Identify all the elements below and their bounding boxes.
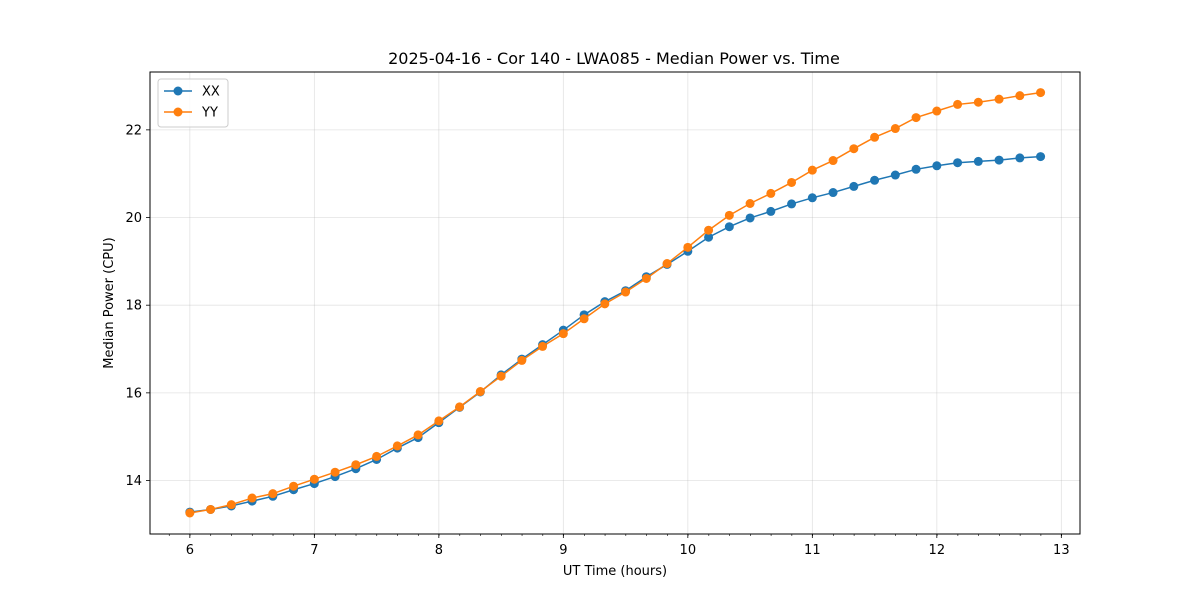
data-point-yy [641,273,651,283]
x-tick-label: 12 [929,543,946,558]
data-point-yy [1015,91,1025,101]
data-point-yy [1036,88,1046,98]
data-point-yy [704,225,714,235]
legend-label-xx: XX [202,85,220,100]
data-point-xx [890,170,900,180]
x-tick-label: 11 [804,543,821,558]
data-point-yy [392,441,402,451]
plot-frame [149,71,1081,535]
data-point-yy [330,467,340,477]
data-point-yy [558,329,568,339]
data-point-xx [994,155,1004,165]
y-axis: 14 16 18 20 22 [125,123,150,489]
data-point-yy [890,124,900,134]
legend-label-yy: YY [201,106,218,121]
data-point-yy [621,287,631,297]
data-point-yy [496,371,506,381]
data-point-xx [807,193,817,203]
data-point-yy [268,489,278,499]
data-point-xx [745,213,755,223]
legend-item-yy[interactable]: YY [164,106,218,121]
y-tick-label: 14 [125,474,142,489]
data-point-yy [413,430,423,440]
data-point-yy [372,451,382,461]
data-point-yy [662,259,672,269]
data-point-yy [475,387,485,397]
data-point-yy [828,156,838,166]
data-point-yy [434,416,444,426]
data-point-xx [1036,152,1046,162]
data-point-yy [455,402,465,412]
data-point-yy [849,144,859,154]
series-yy [185,88,1046,518]
x-tick-label: 6 [186,543,194,558]
data-point-xx [932,161,942,171]
data-point-xx [828,188,838,198]
data-point-xx [911,164,921,174]
x-tick-label: 10 [680,543,697,558]
data-point-yy [185,508,195,518]
data-point-yy [745,198,755,208]
data-point-yy [807,165,817,175]
data-point-yy [766,188,776,198]
y-tick-label: 18 [125,299,142,314]
data-point-yy [538,341,548,351]
data-point-yy [247,493,257,503]
data-point-yy [309,474,319,484]
data-point-xx [973,156,983,166]
data-point-yy [870,132,880,142]
data-point-yy [226,500,236,510]
data-point-xx [870,175,880,185]
data-point-xx [704,232,714,242]
data-point-yy [289,481,299,491]
data-point-yy [973,97,983,107]
data-point-xx [849,181,859,191]
data-point-yy [517,355,527,365]
data-point-yy [953,99,963,109]
data-point-yy [206,504,216,514]
data-point-yy [600,299,610,309]
x-tick-label: 8 [435,543,443,558]
x-axis: 6 7 8 9 10 11 12 13 [168,534,1070,558]
chart-title: 2025-04-16 - Cor 140 - LWA085 - Median P… [388,49,840,68]
data-point-xx [1015,153,1025,163]
data-point-xx [953,158,963,168]
y-axis-label: Median Power (CPU) [102,237,117,368]
data-point-yy [932,106,942,116]
data-point-xx [766,206,776,216]
data-point-xx [724,222,734,232]
y-tick-label: 22 [125,123,142,138]
data-point-yy [683,242,693,252]
legend[interactable]: XX YY [157,78,229,128]
legend-marker-yy [173,107,183,117]
data-point-yy [724,210,734,220]
data-point-yy [994,94,1004,104]
data-point-yy [787,177,797,187]
y-tick-label: 16 [125,386,142,401]
x-tick-label: 13 [1053,543,1070,558]
legend-marker-xx [173,86,183,96]
grid [150,72,1080,534]
data-point-yy [911,113,921,123]
y-tick-label: 20 [125,211,142,226]
data-point-xx [787,199,797,209]
legend-item-xx[interactable]: XX [164,85,220,100]
series-layer [185,88,1046,518]
x-tick-label: 7 [310,543,318,558]
data-point-yy [351,460,361,470]
x-axis-label: UT Time (hours) [563,564,667,579]
x-tick-label: 9 [559,543,567,558]
data-point-yy [579,314,589,324]
